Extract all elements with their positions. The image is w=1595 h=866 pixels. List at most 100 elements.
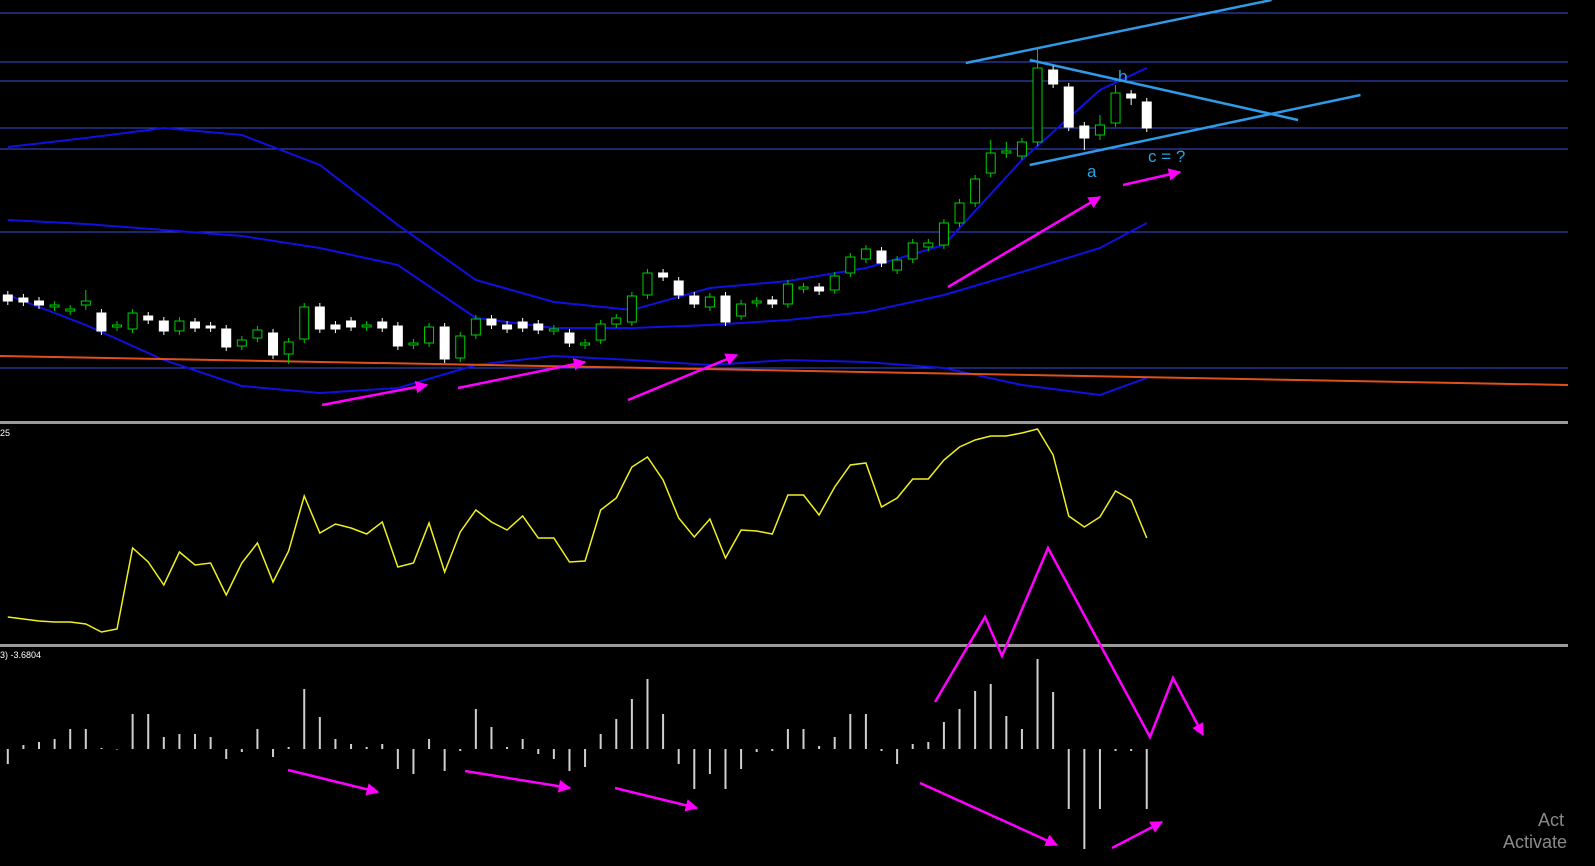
candle-body <box>236 339 247 347</box>
panel-label: 25 <box>0 428 10 438</box>
histogram-bar <box>1052 692 1055 749</box>
histogram-bar <box>1005 716 1008 749</box>
candle-body <box>190 321 201 329</box>
candle-body <box>1126 93 1137 99</box>
histogram-bar <box>1130 749 1133 751</box>
histogram-bar <box>584 749 587 767</box>
histogram-bar <box>833 737 836 749</box>
candle-body <box>455 335 466 359</box>
watermark: Activate <box>1503 832 1567 852</box>
candle-body <box>80 300 91 306</box>
candle-body <box>673 280 684 296</box>
histogram-bar <box>1020 729 1023 749</box>
panel-separator <box>0 421 1568 424</box>
histogram-bar <box>615 719 618 749</box>
candle-body <box>658 272 669 278</box>
histogram-bar <box>303 689 306 749</box>
candle-body <box>970 178 981 204</box>
panel-separator <box>0 644 1568 647</box>
histogram-bar <box>942 722 945 749</box>
histogram-bar <box>1036 659 1039 749</box>
panel-label: 3) -3.6804 <box>0 650 41 660</box>
histogram-bar <box>693 749 696 789</box>
histogram-bar <box>552 749 555 759</box>
candle-body <box>439 326 450 360</box>
histogram-bar <box>412 749 415 774</box>
candle-body <box>954 202 965 224</box>
histogram-bar <box>818 746 821 749</box>
histogram-bar <box>84 729 87 749</box>
candle-body <box>923 242 934 248</box>
candle-body <box>143 315 154 321</box>
wave-label: a <box>1087 162 1097 181</box>
histogram-bar <box>568 749 571 771</box>
histogram-bar <box>506 747 509 749</box>
histogram-bar <box>989 684 992 749</box>
candle-body <box>1016 141 1027 157</box>
histogram-bar <box>131 714 134 749</box>
candle-body <box>158 320 169 332</box>
histogram-bar <box>147 714 150 749</box>
indicator-line <box>7 67 1148 312</box>
histogram-bar <box>38 742 41 749</box>
candle-body <box>1141 101 1152 129</box>
candle-body <box>845 256 856 274</box>
candle-body <box>580 342 591 346</box>
histogram-bar <box>396 749 399 769</box>
candle-body <box>814 286 825 292</box>
candle-body <box>720 295 731 323</box>
histogram-bar <box>927 742 930 749</box>
histogram-bar <box>256 729 259 749</box>
histogram-bar <box>1114 749 1117 751</box>
indicator-line <box>7 294 1148 397</box>
candle-body <box>533 323 544 331</box>
arrow <box>919 781 1059 847</box>
arrow <box>1111 820 1164 850</box>
candle-body <box>767 299 778 305</box>
candle-body <box>65 308 76 312</box>
candle-body <box>470 318 481 336</box>
histogram-bar <box>178 734 181 749</box>
histogram-bar <box>272 749 275 757</box>
histogram-bar <box>1145 749 1148 809</box>
indicator-line <box>7 219 1148 329</box>
candle-body <box>486 318 497 326</box>
candle-body <box>330 324 341 330</box>
plot-area <box>0 0 1569 849</box>
zigzag-arrow <box>933 545 1205 740</box>
histogram-bar <box>958 709 961 749</box>
candle-body <box>611 317 622 325</box>
candle-body <box>689 295 700 305</box>
candle-body <box>548 328 559 332</box>
histogram-bar <box>724 749 727 789</box>
candle-body <box>595 323 606 341</box>
candle-body <box>1063 86 1074 128</box>
candle-body <box>221 328 232 348</box>
arrows <box>287 168 1205 850</box>
candle-body <box>346 320 357 328</box>
arrow <box>1122 168 1182 187</box>
candle-body <box>174 320 185 332</box>
candle-body <box>736 303 747 317</box>
histogram-bar <box>490 727 493 749</box>
histogram-bar <box>365 747 368 749</box>
histogram-bar <box>1083 749 1086 849</box>
arrow <box>321 380 429 407</box>
histogram-bar <box>786 729 789 749</box>
histogram-bar <box>755 749 758 752</box>
watermark: Act <box>1538 810 1564 830</box>
histogram-bar <box>521 739 524 749</box>
histogram-bar <box>771 749 774 751</box>
candle-body <box>517 321 528 329</box>
trend-line <box>1029 58 1299 122</box>
candle-body <box>252 329 263 339</box>
histogram-bar <box>599 734 602 749</box>
candle-body <box>829 275 840 291</box>
histogram-bar <box>350 744 353 749</box>
candle-body <box>408 342 419 346</box>
candle-body <box>1048 69 1059 85</box>
candle-body <box>112 324 123 328</box>
arrow <box>614 786 699 812</box>
candle-body <box>127 312 138 330</box>
